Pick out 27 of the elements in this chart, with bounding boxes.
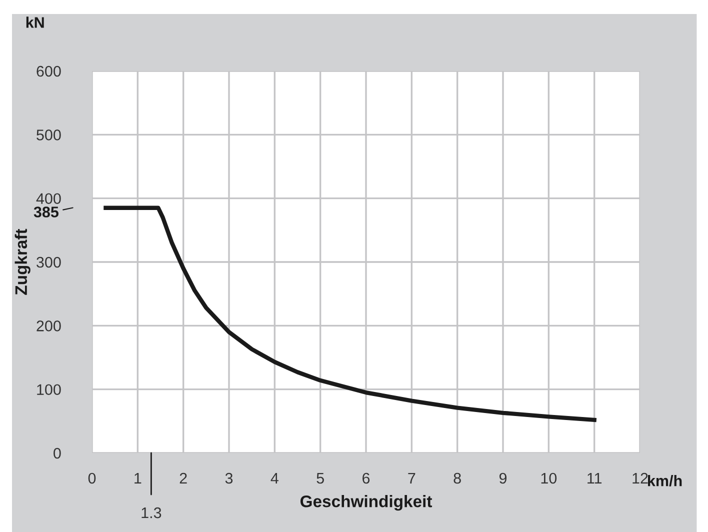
text: km/h xyxy=(648,475,682,486)
x-tick-label: 12 xyxy=(632,472,648,484)
line-series xyxy=(104,206,596,422)
x-tick-label: 10 xyxy=(541,472,557,484)
x-tick-label: 11 xyxy=(588,473,602,484)
x-tick-label: 1 xyxy=(134,473,142,484)
y-tick-label: 400 xyxy=(36,193,61,204)
x-axis-title: Geschwindigkeit xyxy=(300,495,432,511)
text: 385 xyxy=(34,206,59,218)
x-tick-label: 8 xyxy=(454,472,461,484)
x-tick-label: 4 xyxy=(270,473,278,484)
x-tick-label: 5 xyxy=(316,473,324,484)
x-tick-label: 9 xyxy=(499,472,507,484)
y-tick-label: 500 xyxy=(36,130,61,140)
y-tick-label: 200 xyxy=(36,320,61,332)
text: kN xyxy=(26,16,44,28)
y-tick-label: 100 xyxy=(37,384,61,396)
x-tick-label: 0 xyxy=(88,472,96,484)
y-axis-title: Zugkraft xyxy=(14,228,30,295)
x-tick-label: 6 xyxy=(362,472,370,484)
y-tick-label: 600 xyxy=(36,66,61,77)
x-tick-label: 7 xyxy=(408,473,416,484)
text: 1.3 xyxy=(142,507,162,518)
x-tick-label: 3 xyxy=(225,472,233,484)
x-tick-label: 2 xyxy=(180,472,187,484)
y-tick-label: 300 xyxy=(36,256,61,268)
y-tick-label: 0 xyxy=(54,448,61,459)
